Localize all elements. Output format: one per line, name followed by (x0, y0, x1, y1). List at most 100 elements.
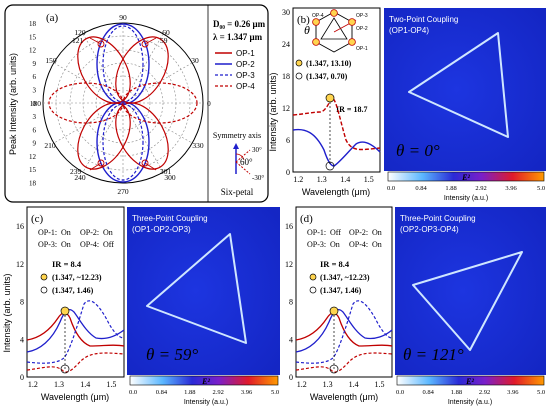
panel-d-max-marker (309, 273, 317, 281)
panel-b-colorbar (387, 171, 545, 182)
panel-b-map-title: Two-Point Coupling (389, 15, 458, 24)
panel-c-map-title: Three-Point Coupling (132, 214, 208, 223)
colorbar-tick-label: 1.88 (445, 185, 456, 192)
panel-b-axes (292, 7, 381, 173)
op-state-value: Off (330, 228, 341, 237)
panel-b-x-ticks: 1.2 1.3 1.4 1.5 (293, 175, 373, 184)
point-marker-min (295, 72, 303, 80)
panel-a-label: (a) (46, 12, 59, 24)
ir-label: IR = 18.7 (336, 105, 367, 114)
y-tick-label: 18 (29, 180, 37, 188)
hexagon-inset (312, 9, 357, 53)
panel-b-dip-marker (325, 161, 335, 171)
y-tick-label: 18 (282, 72, 290, 81)
y-tick-label: 0 (289, 373, 293, 382)
colorbar-tick-label: 2.92 (213, 389, 224, 396)
panel-c-blue-curve (26, 308, 125, 353)
panel-d-colorbar (396, 375, 545, 386)
symmetry-axis-label: Symmetry axis (213, 131, 261, 140)
op3-tag: OP-3 (356, 13, 368, 19)
angle-60: 60 (162, 28, 170, 37)
colorbar-tick-label: 3.96 (241, 389, 253, 396)
colorbar-tick-label: 3.96 (507, 389, 519, 396)
y-tick-label: 4 (20, 335, 24, 344)
y-tick-label: 12 (16, 260, 24, 269)
panel-b-ylabel: Intensity (arb. units) (268, 72, 278, 151)
panel-b-theta-label: θ = 0° (396, 141, 440, 160)
op-state-name: OP-3: (307, 240, 326, 249)
colorbar-label: E² (201, 377, 210, 386)
op-state-name: OP-2: (349, 228, 368, 237)
angle-210: 210 (44, 141, 56, 150)
colorbar-tick-label: 5.0 (537, 389, 545, 396)
panel-a: (a) Peak Intensity (arb. units) 18 15 12 9 6… (4, 4, 269, 203)
angle-180: 180 (30, 99, 42, 108)
colorbar-tick-label: 0.84 (156, 389, 168, 396)
op-state-name: OP-4: (80, 240, 99, 249)
colorbar-ticks: 0.0 0.84 1.88 2.92 3.96 5.0 (396, 389, 545, 396)
panel-c-blue-dashed-curve (26, 300, 125, 364)
colorbar-tick-label: 1.88 (451, 389, 462, 396)
x-tick-label: 1.2 (293, 175, 303, 184)
panel-d-red-dashed-curve (295, 352, 393, 373)
op-state-value: On (61, 228, 71, 237)
colorbar-xlabel: Intensity (a.u.) (444, 195, 488, 202)
panel-d-dip-marker (329, 364, 339, 374)
y-tick-label: 12 (282, 104, 290, 113)
panel-d-label: (d) (300, 213, 313, 225)
y-tick-label: 24 (282, 40, 290, 49)
legend-op1: OP-1 (236, 49, 255, 58)
op-state-name: OP-1: (38, 228, 57, 237)
colorbar-tick-label: 0.84 (423, 389, 435, 396)
x-tick-label: 1.2 (28, 380, 38, 389)
six-petal-label: Six-petal (221, 187, 254, 197)
colorbar-ticks: 0.0 0.84 1.88 2.92 3.96 5.0 (129, 389, 279, 396)
angle-240: 240 (74, 173, 86, 182)
axis-angle-60: 60° (240, 157, 253, 167)
op1-petal (115, 102, 169, 170)
angle-labels: 90 60 30 0 330 300 270 240 210 180 150 1… (30, 13, 211, 196)
panel-d-min-marker (309, 286, 317, 294)
y-tick-label: 0 (20, 373, 24, 382)
x-tick-label: 1.5 (106, 380, 116, 389)
colorbar-tick-label: 0.84 (415, 185, 427, 192)
op-state-name: OP-2: (80, 228, 99, 237)
y-tick-label: 8 (289, 298, 293, 307)
panel-a-frame (4, 4, 269, 203)
op-state-name: OP-1: (307, 228, 326, 237)
colorbar-tick-label: 2.92 (475, 185, 486, 192)
panel-c-field-map (127, 207, 280, 375)
panel-b-label: (b) (297, 14, 310, 26)
panel-c-red-curve (26, 312, 125, 347)
angle-90: 90 (119, 13, 127, 22)
peak-angle-121: 121 (72, 36, 84, 45)
panel-c-ylabel: Intensity (arb. units) (2, 273, 12, 352)
param-lambda: λ = 1.347 μm (213, 32, 263, 42)
panel-a-ylabel: Peak Intensity (arb. units) (8, 53, 18, 155)
panel-c-peak-marker (60, 306, 70, 316)
panel-c-label: (c) (31, 213, 44, 225)
panel-c-red-dashed-curve (26, 352, 125, 373)
panel-d-min-label: (1.347, 1.46) (320, 286, 362, 295)
y-tick-label: 6 (33, 73, 37, 81)
panel-c-min-label: (1.347, 1.46) (52, 286, 94, 295)
angle-150: 150 (45, 56, 57, 65)
peak-markers (89, 37, 157, 171)
panel-b-y-ticks: 30 24 18 12 6 0 (282, 8, 290, 177)
y-tick-label: 9 (33, 140, 37, 148)
y-tick-label: 4 (289, 335, 293, 344)
op-state-value: On (103, 228, 113, 237)
y-tick-label: 12 (29, 153, 37, 161)
colorbar-tick-label: 0.0 (129, 389, 137, 396)
x-tick-label: 1.3 (323, 380, 333, 389)
panel-c-map-subtitle: (OP1-OP2-OP3) (132, 225, 191, 234)
panel-d-blue-dashed-curve (295, 300, 393, 364)
panel-c-theta-label: θ = 59° (146, 345, 198, 364)
y-tick-label: 9 (33, 60, 37, 68)
panel-a-y-ticks: 18 15 12 9 6 3 0 3 6 9 12 15 18 (29, 20, 37, 188)
colorbar-label: E² (465, 377, 474, 386)
op-state-value: On (372, 228, 382, 237)
op-state-name: OP-3: (38, 240, 57, 249)
panel-c-max-label: (1.347, ~12.23) (52, 273, 102, 282)
panel-c-axes (26, 206, 125, 378)
